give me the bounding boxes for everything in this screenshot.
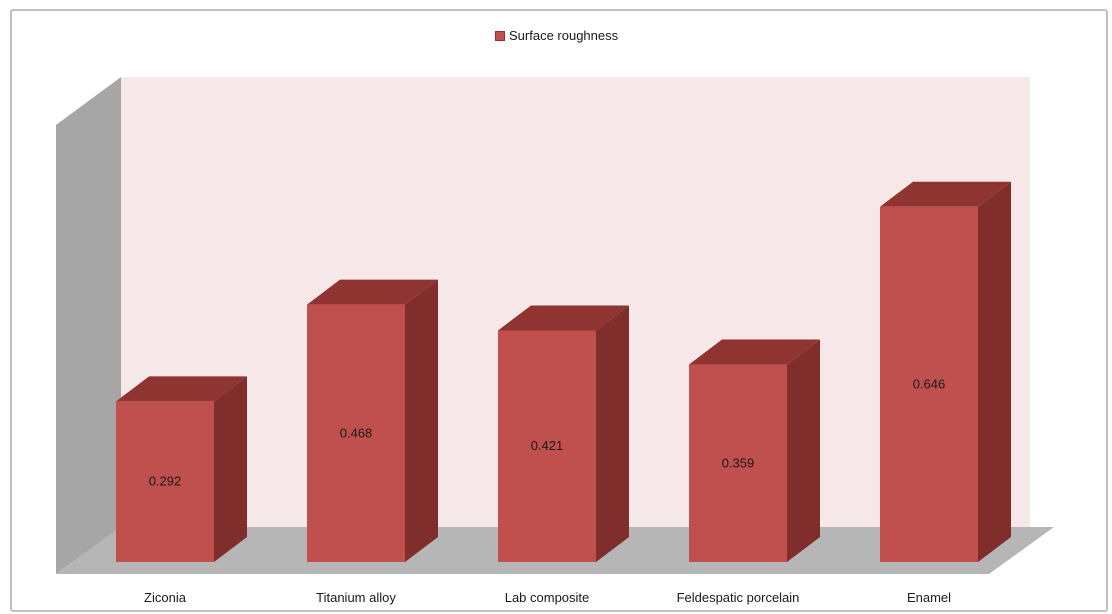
left-wall: [56, 77, 121, 574]
data-label: 0.468: [340, 425, 373, 440]
legend-label: Surface roughness: [509, 28, 619, 43]
bar: [689, 364, 787, 562]
x-tick-label: Titanium alloy: [316, 590, 396, 605]
bar: [880, 206, 978, 562]
bar: [498, 330, 596, 562]
x-tick-label: Enamel: [907, 590, 951, 605]
bar-side: [596, 305, 629, 562]
data-label: 0.359: [722, 455, 755, 470]
data-label: 0.646: [913, 376, 946, 391]
x-tick-label: Feldespatic porcelain: [677, 590, 800, 605]
bar: [116, 401, 214, 562]
legend-swatch: [495, 30, 505, 41]
bar-side: [214, 376, 247, 562]
bar-side: [405, 279, 438, 562]
x-tick-label: Lab composite: [505, 590, 590, 605]
bar-top: [498, 305, 629, 331]
bar-top: [116, 376, 247, 402]
bar-top: [689, 339, 820, 365]
bar-side: [787, 339, 820, 562]
bar-top: [307, 279, 438, 305]
bar-side: [978, 181, 1011, 562]
legend: Surface roughness: [495, 28, 618, 43]
data-label: 0.421: [531, 438, 564, 453]
bar: [307, 304, 405, 562]
bar-top: [880, 181, 1011, 207]
data-label: 0.292: [149, 474, 182, 489]
x-tick-label: Ziconia: [144, 590, 187, 605]
